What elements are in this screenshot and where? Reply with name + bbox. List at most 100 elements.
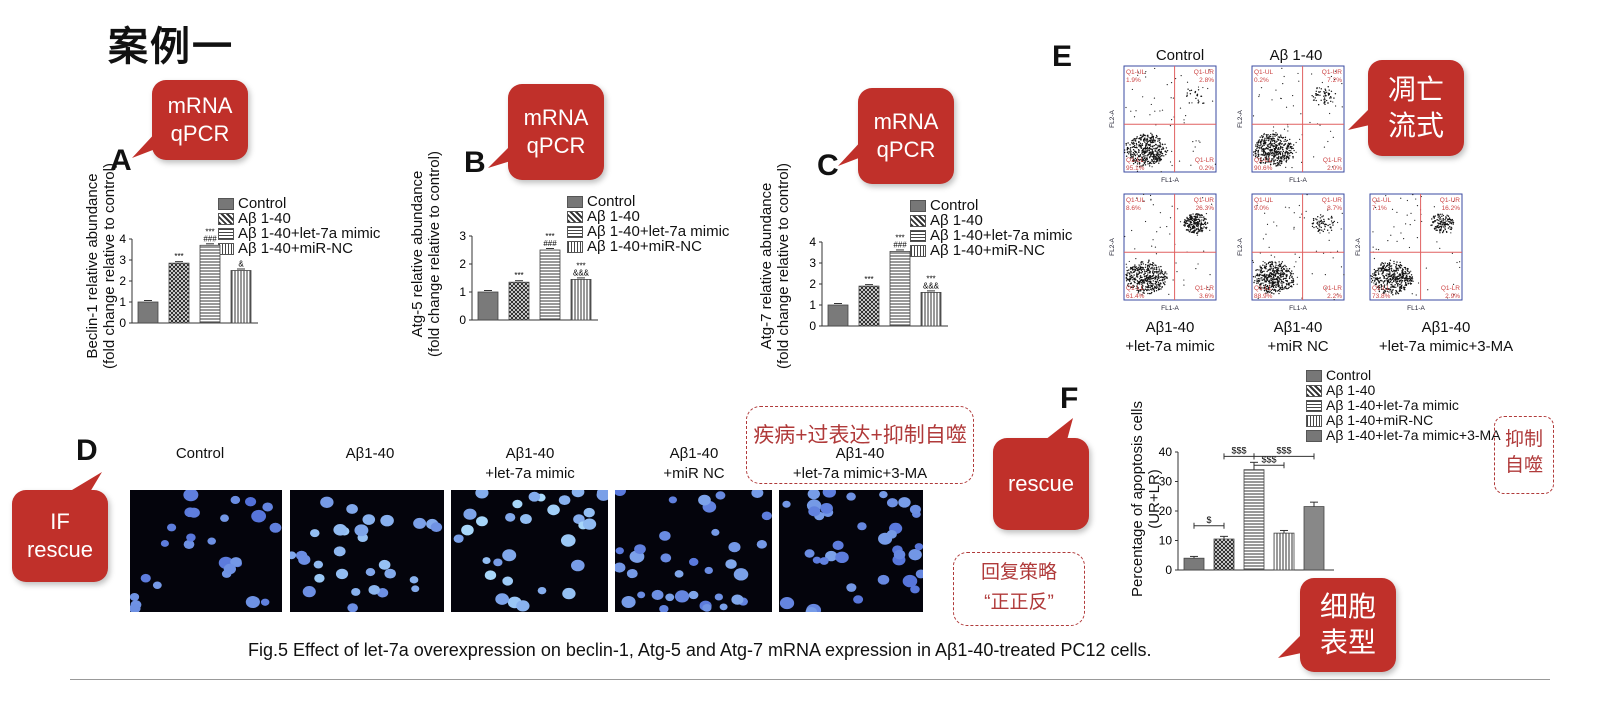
- event-dot: [1140, 136, 1143, 139]
- if-image-let7a: [451, 490, 608, 612]
- event-dot: [1150, 282, 1153, 285]
- event-dot: [1278, 153, 1280, 155]
- event-dot: [1386, 264, 1388, 267]
- event-dot: [1442, 214, 1445, 217]
- event-dot: [1148, 271, 1151, 274]
- event-dot: [1163, 274, 1165, 276]
- event-dot: [1192, 227, 1195, 229]
- event-dot: [1257, 144, 1259, 147]
- event-dot: [1259, 285, 1261, 287]
- event-dot: [1196, 95, 1199, 97]
- event-dot: [1280, 134, 1282, 136]
- event-dot: [1205, 218, 1207, 220]
- event-dot: [1144, 220, 1147, 223]
- event-dot: [1442, 221, 1445, 224]
- callout-rescue: rescue: [993, 418, 1089, 530]
- event-dot: [1398, 277, 1400, 280]
- event-dot: [1449, 220, 1451, 223]
- event-dot: [1140, 281, 1143, 284]
- event-dot: [1130, 152, 1132, 154]
- event-dot: [1320, 88, 1322, 90]
- event-dot: [1139, 265, 1141, 267]
- nucleus: [634, 544, 646, 555]
- event-dot: [1133, 146, 1136, 148]
- nucleus: [909, 504, 921, 515]
- event-dot: [1268, 144, 1270, 146]
- legend-item: Aβ 1-40+miR-NC: [218, 241, 380, 256]
- bar: [230, 270, 252, 324]
- event-dot: [1399, 275, 1401, 277]
- note-rescue-strategy: 回复策略 “正正反”: [953, 552, 1085, 626]
- event-dot: [1131, 141, 1133, 144]
- event-dot: [1269, 163, 1272, 166]
- event-dot: [1391, 278, 1394, 281]
- event-dot: [1151, 266, 1153, 269]
- panel-label-d: D: [76, 434, 98, 467]
- event-dot: [1452, 223, 1454, 225]
- event-dot: [1154, 271, 1156, 273]
- event-dot: [1266, 139, 1268, 141]
- event-dot: [1433, 227, 1436, 229]
- significance-label: ***: [864, 275, 873, 284]
- event-dot: [1187, 229, 1189, 231]
- legend-swatch: [1306, 399, 1322, 412]
- event-dot: [1266, 147, 1268, 150]
- event-dot: [1277, 271, 1279, 273]
- event-dot: [1279, 270, 1281, 272]
- event-dot: [1269, 152, 1271, 155]
- event-dot: [1269, 282, 1272, 284]
- event-dot: [1134, 278, 1137, 281]
- event-dot: [1269, 151, 1271, 154]
- legend-swatch: [567, 210, 583, 223]
- event-dot: [1390, 290, 1392, 293]
- event-dot: [1442, 226, 1445, 228]
- event-dot: [1148, 292, 1151, 295]
- note-text: 抑制 自噬: [1504, 429, 1543, 476]
- event-dot: [1143, 162, 1145, 164]
- event-dot: [1273, 162, 1275, 165]
- event-dot: [1320, 219, 1322, 222]
- event-dot: [1404, 281, 1407, 284]
- event-dot: [1266, 270, 1268, 273]
- event-dot: [1159, 157, 1161, 160]
- event-dot: [1334, 92, 1337, 95]
- event-dot: [1299, 216, 1301, 218]
- event-dot: [1156, 278, 1159, 280]
- flow-frame: [1369, 193, 1463, 301]
- event-dot: [1377, 267, 1380, 270]
- event-dot: [1316, 221, 1319, 224]
- legend-item: Aβ 1-40+miR-NC: [567, 239, 729, 254]
- event-dot: [1291, 281, 1293, 284]
- event-dot: [1266, 155, 1268, 157]
- event-dot: [1196, 232, 1198, 234]
- note-inhibit-autophagy: 抑制 自噬: [1494, 416, 1554, 494]
- event-dot: [1126, 149, 1128, 151]
- event-dot: [1273, 156, 1276, 158]
- event-dot: [1261, 139, 1264, 141]
- nucleus: [520, 514, 532, 525]
- event-dot: [1396, 291, 1398, 293]
- event-dot: [1283, 159, 1285, 161]
- flow-frame: [1251, 193, 1345, 301]
- event-dot: [1289, 138, 1291, 141]
- event-dot: [1252, 276, 1255, 278]
- event-dot: [1272, 268, 1274, 270]
- event-dot: [1281, 288, 1284, 291]
- event-dot: [1141, 283, 1143, 285]
- event-dot: [1387, 276, 1389, 278]
- event-dot: [1400, 265, 1403, 267]
- event-dot: [1283, 281, 1285, 284]
- event-dot: [1174, 77, 1177, 80]
- event-dot: [1209, 274, 1211, 276]
- event-dot: [1273, 281, 1276, 284]
- event-dot: [1133, 285, 1135, 287]
- event-dot: [1400, 290, 1402, 292]
- nucleus: [807, 490, 820, 500]
- callout-text: rescue: [1007, 471, 1075, 496]
- event-dot: [1161, 272, 1163, 275]
- nucleus: [130, 603, 141, 612]
- event-dot: [1147, 284, 1149, 286]
- event-dot: [1166, 225, 1168, 228]
- event-dot: [1259, 267, 1262, 269]
- event-dot: [1258, 94, 1260, 96]
